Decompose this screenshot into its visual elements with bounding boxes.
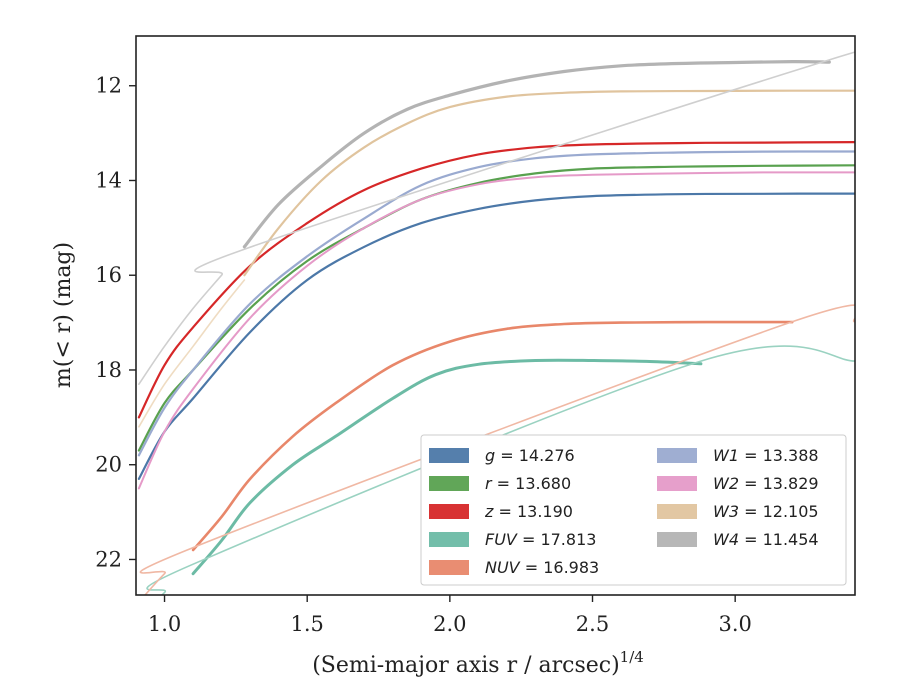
legend-entry-name: g <box>485 446 495 465</box>
series-line-fuv <box>191 358 703 576</box>
series-layer <box>137 51 855 595</box>
series-line-w3 <box>243 89 855 277</box>
y-tick-label: 22 <box>95 547 122 571</box>
legend-entry-value: = 16.983 <box>520 558 600 577</box>
legend-box <box>420 434 847 586</box>
legend-swatch-g <box>429 448 469 463</box>
legend-swatch-w2 <box>657 476 697 491</box>
x-tick-label: 1.5 <box>290 612 323 636</box>
legend-entry-g: g = 14.276 <box>485 446 575 465</box>
legend-entry-name: W1 <box>713 446 739 465</box>
legend-swatch-w4 <box>657 532 697 547</box>
legend-swatch-r <box>429 476 469 491</box>
x-axis: 1.0 1.5 2.0 2.5 3.0 <box>148 595 752 636</box>
series-line-w4 <box>242 59 831 249</box>
legend-entry-name: z <box>484 502 494 521</box>
series-line-fuv-ext <box>146 345 855 595</box>
legend-entry-w4: W4 = 11.454 <box>713 530 819 549</box>
series-line-z <box>137 141 855 419</box>
y-tick-label: 12 <box>95 74 122 98</box>
series-line-w3-ext <box>138 279 246 428</box>
x-tick-label: 2.0 <box>433 612 466 636</box>
legend-entry-z: z = 13.190 <box>484 502 573 521</box>
series-line-nuv-ext <box>139 304 855 595</box>
legend-swatch-nuv <box>429 560 469 575</box>
legend-entry-value: = 12.105 <box>739 502 819 521</box>
legend-entry-w3: W3 = 12.105 <box>713 502 819 521</box>
x-axis-label-exponent: 1/4 <box>620 648 644 666</box>
legend-entry-value: = 13.829 <box>739 474 819 493</box>
y-tick-label: 14 <box>95 168 122 192</box>
legend-swatch-fuv <box>429 532 469 547</box>
y-tick-label: 20 <box>95 453 122 477</box>
y-tick-label: 16 <box>95 263 122 287</box>
series-line-w4-ext <box>138 51 855 385</box>
legend-entry-name: FUV <box>485 530 518 549</box>
legend-entry-name: r <box>485 474 493 493</box>
legend-entry-name: W4 <box>713 530 739 549</box>
legend-entry-value: = 17.813 <box>517 530 597 549</box>
legend-swatch-z <box>429 504 469 519</box>
legend-swatch-w3 <box>657 504 697 519</box>
series-line-g <box>137 192 855 480</box>
series-line-nuv <box>191 320 794 552</box>
legend-entry-w2: W2 = 13.829 <box>713 474 819 493</box>
series-line-w1 <box>137 150 855 457</box>
series-line-w2 <box>137 171 855 490</box>
legend-entry-value: = 13.190 <box>493 502 573 521</box>
legend-entry-value: = 14.276 <box>495 446 575 465</box>
legend-entry-value: = 13.388 <box>739 446 819 465</box>
plot-frame <box>135 35 856 596</box>
legend-entry-value: = 13.680 <box>492 474 572 493</box>
legend-entry-w1: W1 = 13.388 <box>713 446 819 465</box>
legend-entry-name: W2 <box>713 474 739 493</box>
y-axis-label: m(< r) (mag) <box>51 242 76 388</box>
legend-swatch-w1 <box>657 448 697 463</box>
legend-entry-name: W3 <box>713 502 739 521</box>
x-axis-label: (Semi-major axis r / arcsec)1/4 <box>312 648 644 678</box>
legend-entry-r: r = 13.680 <box>485 474 571 493</box>
legend-entry-value: = 11.454 <box>739 530 819 549</box>
legend-entry-name: NUV <box>485 558 521 577</box>
legend-entry-nuv: NUV = 16.983 <box>485 558 599 577</box>
legend-entry-fuv: FUV = 17.813 <box>485 530 596 549</box>
y-axis: 12 14 16 18 20 22 <box>95 74 136 571</box>
x-axis-label-main: (Semi-major axis r / arcsec) <box>312 653 619 678</box>
x-tick-label: 1.0 <box>148 612 181 636</box>
x-tick-label: 2.5 <box>576 612 609 636</box>
y-tick-label: 18 <box>95 358 122 382</box>
x-tick-label: 3.0 <box>718 612 751 636</box>
